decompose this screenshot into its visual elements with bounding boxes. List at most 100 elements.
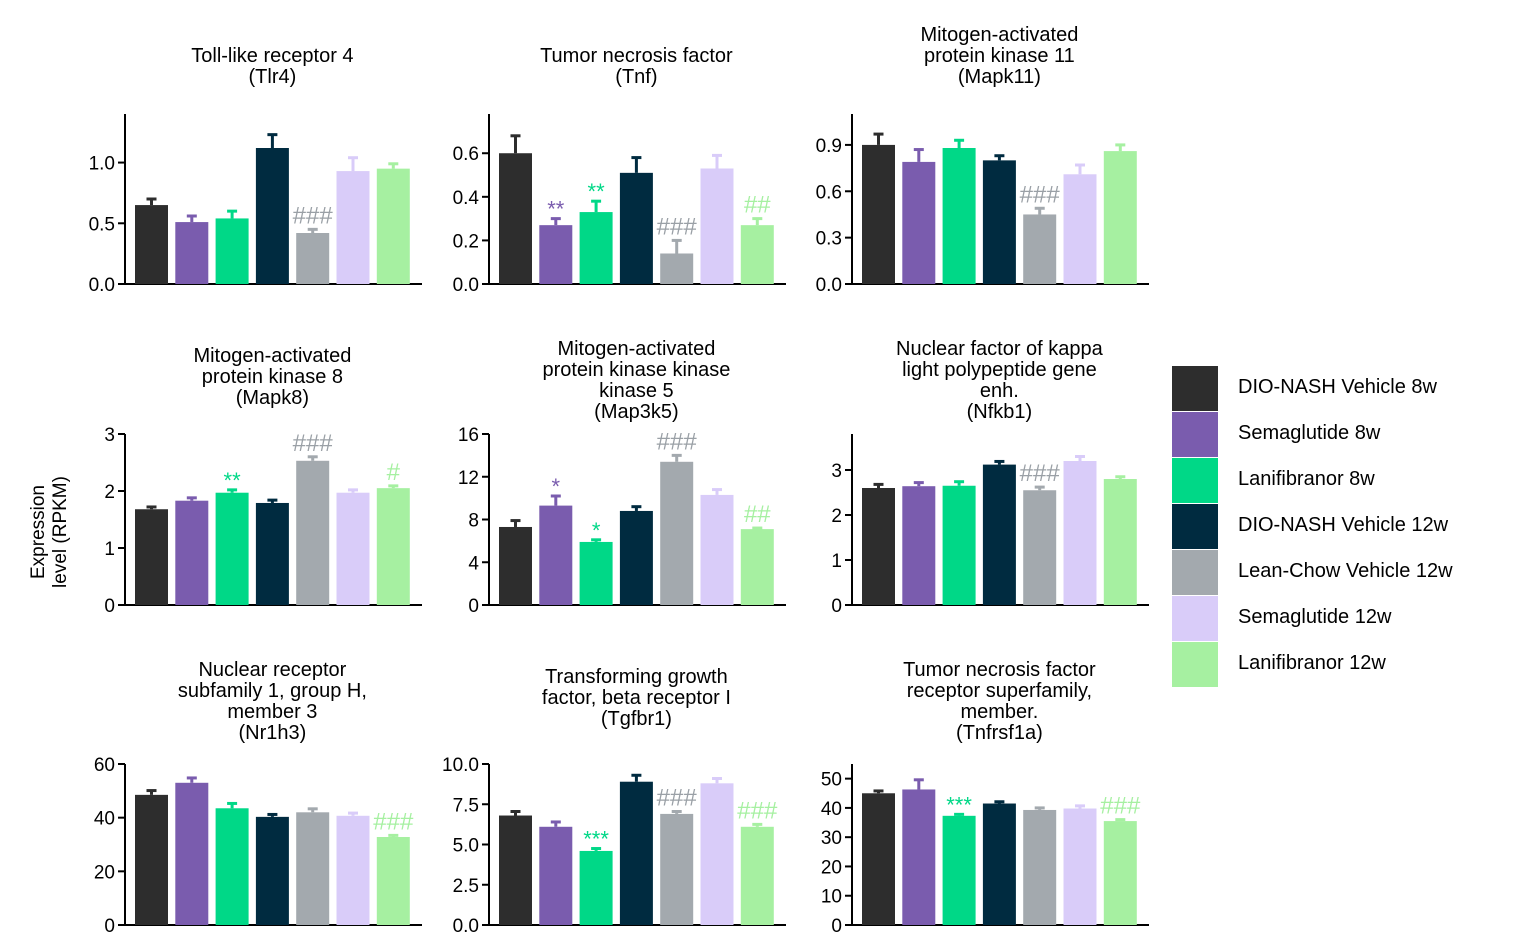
- y-tick-label: 3: [831, 461, 842, 482]
- legend-swatch: [1172, 412, 1218, 457]
- panel-title-line: Nuclear receptor: [198, 659, 346, 681]
- bar: [175, 500, 209, 605]
- panel-title-line: (Tlr4): [249, 66, 297, 88]
- bar: [255, 148, 289, 284]
- legend-item: DIO-NASH Vehicle 12w: [1172, 504, 1522, 550]
- significance-marker: ###: [373, 808, 414, 835]
- bar: [215, 492, 249, 605]
- y-tick-label: 2.5: [453, 876, 479, 897]
- bar: [215, 808, 249, 925]
- panel-title-line: (Nfkb1): [967, 401, 1033, 423]
- bar: [175, 222, 209, 284]
- y-tick-label: 0: [831, 596, 842, 617]
- bar: [336, 171, 370, 284]
- y-tick-label: 5.0: [453, 836, 479, 857]
- significance-marker: ##: [744, 501, 771, 528]
- bar: [296, 812, 330, 925]
- bar: [1103, 151, 1137, 284]
- bar: [1063, 461, 1097, 605]
- panel-1: Toll-like receptor 4(Tlr4) 0.0 0.5 1.0 ###: [89, 45, 422, 296]
- legend-item: DIO-NASH Vehicle 8w: [1172, 366, 1522, 412]
- legend-swatch: [1172, 504, 1218, 549]
- significance-marker: ###: [1100, 793, 1141, 820]
- panel-title-line: Toll-like receptor 4: [191, 45, 353, 67]
- legend-item: Lanifibranor 8w: [1172, 458, 1522, 504]
- panel-title-line: Tumor necrosis factor: [540, 45, 733, 67]
- legend-swatch: [1172, 550, 1218, 595]
- bar: [1103, 479, 1137, 605]
- y-tick-label: 1: [104, 539, 115, 560]
- y-tick-label: 0: [104, 596, 115, 617]
- y-tick-label: 0: [831, 916, 842, 934]
- bar: [135, 509, 168, 605]
- bar: [700, 168, 734, 284]
- legend-item: Lanifibranor 12w: [1172, 642, 1522, 688]
- y-tick-label: 0.5: [89, 214, 115, 235]
- panel-title-line: Nuclear factor of kappa: [896, 338, 1104, 360]
- panel-title-line: (Nr1h3): [239, 722, 307, 744]
- y-tick-label: 0.0: [816, 275, 842, 296]
- legend-swatch: [1172, 596, 1218, 641]
- legend-swatch: [1172, 458, 1218, 503]
- panel-title-line: protein kinase 8: [202, 366, 343, 388]
- panel-title-line: protein kinase kinase: [542, 359, 730, 381]
- y-tick-label: 0.3: [816, 229, 842, 250]
- panel-title-line: member 3: [227, 701, 317, 723]
- panel-title-line: enh.: [980, 380, 1019, 402]
- bar: [336, 492, 370, 605]
- y-tick-label: 16: [458, 425, 479, 446]
- y-tick-label: 20: [821, 857, 842, 878]
- bar: [902, 161, 936, 284]
- bar: [740, 529, 774, 605]
- bar: [700, 783, 734, 925]
- y-tick-label: 0.0: [453, 916, 479, 934]
- legend: DIO-NASH Vehicle 8w Semaglutide 8w Lanifib…: [1172, 366, 1522, 688]
- y-tick-label: 0: [468, 596, 479, 617]
- bar: [579, 541, 613, 605]
- significance-marker: ###: [737, 797, 778, 824]
- y-tick-label: 10: [821, 887, 842, 908]
- y-tick-label: 3: [104, 425, 115, 446]
- bar: [942, 148, 976, 284]
- panel-title-line: (Mapk8): [236, 387, 309, 409]
- bar: [579, 850, 613, 925]
- panel-title-line: Mitogen-activated: [920, 24, 1078, 46]
- bar: [862, 488, 895, 605]
- bar: [539, 826, 573, 925]
- bar: [376, 836, 410, 925]
- significance-marker: ###: [657, 213, 698, 240]
- bar: [175, 782, 209, 925]
- bar: [700, 494, 734, 605]
- bar: [862, 793, 895, 925]
- bar: [1023, 214, 1057, 284]
- significance-marker: *: [552, 474, 561, 499]
- significance-marker: ###: [657, 784, 698, 811]
- panel-title-line: light polypeptide gene: [902, 359, 1097, 381]
- significance-marker: ###: [293, 430, 334, 457]
- y-axis-label: Expressionlevel (RPKM): [28, 476, 71, 588]
- bar: [1103, 821, 1137, 925]
- bar: [135, 205, 168, 284]
- panel-title-line: (Map3k5): [594, 401, 678, 423]
- y-tick-label: 10.0: [442, 755, 479, 776]
- legend-item: Lean-Chow Vehicle 12w: [1172, 550, 1522, 596]
- bar: [539, 225, 573, 284]
- y-tick-label: 2: [831, 506, 842, 527]
- panel-title-line: Mitogen-activated: [193, 345, 351, 367]
- bar: [255, 502, 289, 605]
- bar: [740, 225, 774, 284]
- panel-title-line: subfamily 1, group H,: [178, 680, 367, 702]
- y-tick-label: 40: [94, 809, 115, 830]
- panel-title-line: receptor superfamily,: [907, 680, 1092, 702]
- y-tick-label: 0: [104, 916, 115, 934]
- significance-marker: #: [387, 459, 401, 486]
- bar: [499, 815, 532, 925]
- y-tick-label: 1.0: [89, 154, 115, 175]
- y-tick-label: 0.9: [816, 136, 842, 157]
- bar: [942, 815, 976, 925]
- bar: [1063, 174, 1097, 284]
